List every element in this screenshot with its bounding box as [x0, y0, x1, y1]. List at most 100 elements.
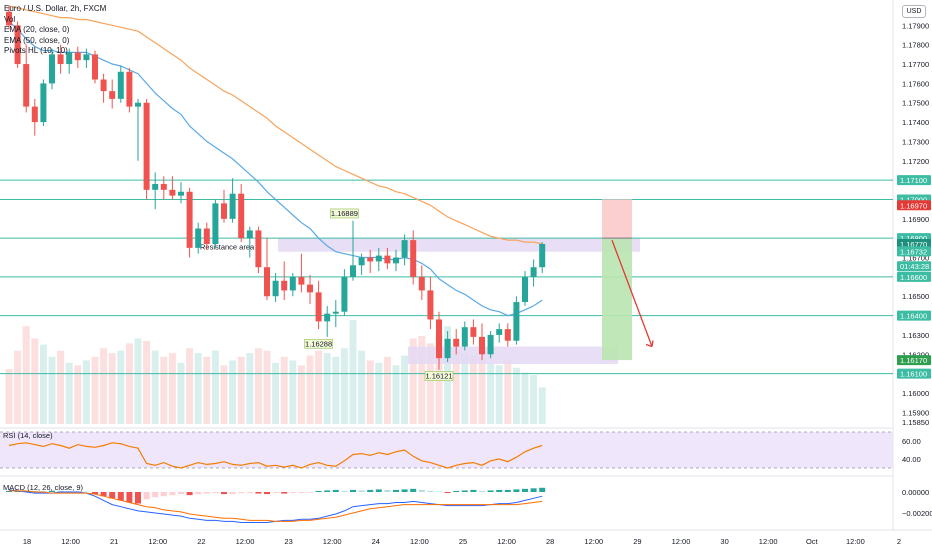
volume-bar: [306, 355, 314, 424]
macd-histogram-bar: [384, 489, 391, 492]
candle: [229, 178, 236, 223]
candle-body: [152, 184, 159, 190]
pivot-label-box: [330, 208, 359, 219]
macd-histogram-bar: [410, 488, 417, 492]
volume-bar: [100, 348, 108, 424]
macd-tick-label: −0.00200: [902, 509, 932, 518]
volume-bar: [297, 365, 305, 424]
candle-body: [100, 79, 107, 92]
volume-bar: [22, 326, 30, 424]
price-tick-label: 1.17600: [902, 79, 929, 88]
macd-histogram-bar: [522, 488, 528, 492]
volume-bar: [383, 356, 391, 424]
candle: [496, 323, 503, 343]
price-tick-label: 1.16500: [902, 292, 929, 301]
candle: [444, 331, 451, 363]
volume-bar: [358, 350, 366, 424]
candle: [238, 184, 245, 243]
candle: [453, 329, 460, 355]
legend-ema20[interactable]: EMA (20, close, 0): [4, 25, 70, 34]
candle: [504, 323, 511, 347]
time-tick-label: 2: [897, 537, 901, 546]
currency-button[interactable]: USD: [902, 5, 926, 18]
candle-body: [393, 257, 399, 264]
candle-body: [281, 280, 288, 291]
candle-body: [6, 11, 12, 26]
price-badge-label: 1.16100: [900, 370, 927, 379]
volume-bar: [143, 340, 151, 424]
volume-bar: [211, 350, 219, 424]
candle: [49, 48, 55, 90]
candle-body: [496, 329, 503, 335]
volume-bar: [340, 348, 348, 424]
volume-bar: [332, 356, 340, 424]
macd-histogram-bar: [126, 492, 133, 503]
macd-histogram-bar: [324, 490, 331, 492]
rsi-band: [0, 432, 893, 468]
candle: [281, 261, 288, 301]
volume-bar: [14, 350, 22, 424]
legend-pivots[interactable]: Pivots HL (10, 10): [4, 46, 68, 55]
candle-body: [513, 302, 520, 341]
take-profit-zone: [602, 238, 632, 361]
candle: [169, 176, 176, 200]
candle: [6, 6, 12, 30]
time-tick-label: 12:00: [323, 537, 342, 546]
rsi-tick-label: 60.00: [902, 437, 921, 446]
candle: [57, 44, 64, 74]
macd-histogram-bar: [229, 492, 236, 495]
candle: [410, 230, 417, 285]
candle: [14, 21, 21, 68]
candle: [427, 276, 434, 330]
candle: [143, 98, 150, 200]
volume-bar: [530, 375, 538, 424]
time-tick-label: 12:00: [236, 537, 255, 546]
price-badge-label: 1.16800: [900, 234, 927, 243]
pivot-label-box: [304, 338, 333, 349]
pivot-label: 1.16288: [305, 339, 332, 348]
price-badge-label: 1.16970: [900, 201, 927, 210]
time-tick-label: 22: [197, 537, 205, 546]
candle-body: [324, 313, 331, 322]
price-tick-label: 1.17200: [902, 157, 929, 166]
price-tick-label: 1.17300: [902, 137, 929, 146]
candle-body: [272, 280, 279, 297]
legend-ema50[interactable]: EMA (50, close, 0): [4, 35, 70, 45]
price-tick-label: 1.16300: [902, 331, 929, 340]
pivot-label: 1.16121: [425, 372, 452, 381]
candle-body: [298, 276, 305, 285]
candle: [178, 182, 184, 204]
volume-bar: [349, 320, 357, 424]
candle-body: [92, 54, 98, 80]
candle-body: [461, 327, 468, 347]
volume-bar: [315, 350, 323, 424]
candle-body: [479, 336, 485, 355]
support-zone: [408, 346, 618, 364]
ema50-line: [8, 5, 543, 245]
candle: [315, 280, 322, 330]
candle: [539, 242, 546, 274]
macd-histogram-bar: [479, 490, 485, 492]
candle-body: [66, 52, 73, 65]
macd-histogram-bar: [186, 492, 193, 496]
rsi-line: [8, 442, 543, 469]
legend-volume[interactable]: Vol: [4, 14, 16, 24]
macd-histogram-bar: [246, 492, 253, 494]
price-badge-label: 1.16770: [900, 240, 927, 249]
candle-body: [40, 83, 47, 123]
candle: [135, 98, 141, 161]
macd-histogram-bar: [255, 492, 262, 494]
pivot-label: 1.16889: [331, 209, 358, 218]
candle-body: [31, 106, 38, 123]
macd-histogram-bar: [212, 492, 219, 494]
volume-bar: [57, 350, 65, 424]
candle-body: [117, 71, 124, 99]
candle-body: [358, 257, 365, 266]
macd-histogram-bar: [169, 492, 176, 496]
volume-bar: [452, 350, 460, 424]
macd-label: MACD (12, 26, close, 9): [3, 483, 84, 492]
macd-histogram-bar: [496, 489, 503, 492]
symbol-title[interactable]: Euro / U.S. Dollar, 2h, FXCM: [4, 4, 107, 13]
price-tick-label: 1.17500: [902, 99, 929, 108]
